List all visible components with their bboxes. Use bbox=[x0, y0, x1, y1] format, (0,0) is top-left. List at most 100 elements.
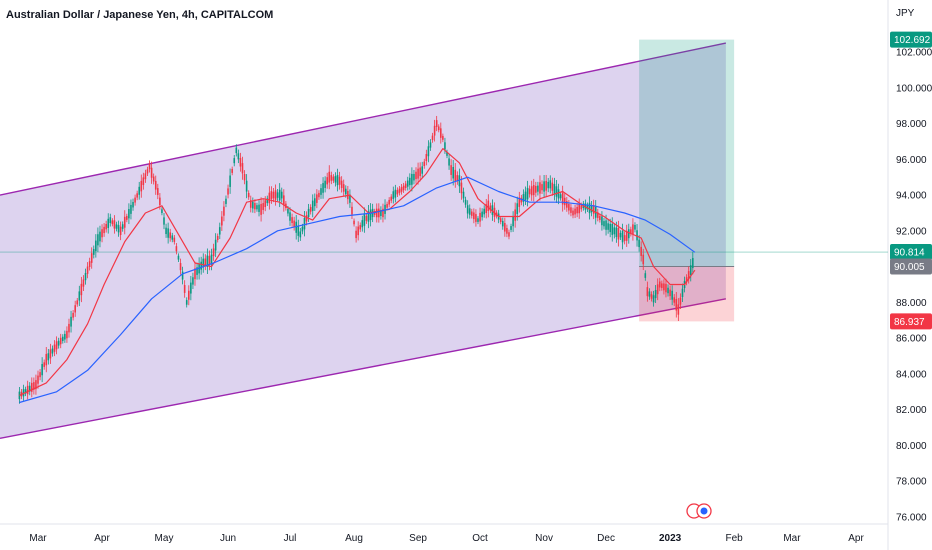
x-tick-label: Dec bbox=[597, 533, 615, 544]
price-candle-body bbox=[687, 271, 690, 279]
price-candle-body bbox=[363, 214, 366, 226]
price-candle-body bbox=[656, 284, 659, 295]
price-candle-body bbox=[411, 173, 413, 185]
channel-upper-line[interactable] bbox=[0, 42, 727, 196]
price-candle-body bbox=[235, 147, 238, 154]
price-candle-body bbox=[330, 175, 333, 181]
price-candle-body bbox=[648, 291, 651, 297]
price-candle-body bbox=[262, 203, 264, 210]
x-tick-label: Sep bbox=[409, 533, 427, 544]
price-candle-body bbox=[621, 230, 624, 243]
price-candle-body bbox=[55, 341, 58, 350]
price-candle-body bbox=[154, 180, 157, 190]
price-candle-body bbox=[150, 167, 153, 178]
price-candle-body bbox=[642, 254, 645, 265]
price-candle-body bbox=[671, 290, 673, 300]
price-candle-body bbox=[378, 208, 380, 218]
ma-slow-line bbox=[19, 176, 696, 404]
price-candle-body bbox=[692, 258, 694, 269]
price-candle-body bbox=[165, 227, 167, 235]
price-candle-body bbox=[501, 220, 504, 227]
price-candle-body bbox=[404, 183, 407, 188]
price-candle-body bbox=[580, 205, 583, 210]
channel-lower-line[interactable] bbox=[0, 298, 726, 439]
price-candle-body bbox=[111, 220, 114, 225]
price-candle-body bbox=[369, 209, 372, 220]
price-candle-body bbox=[605, 220, 607, 230]
price-candle-body bbox=[35, 380, 37, 390]
price-candle-body bbox=[169, 232, 172, 239]
price-candle-body bbox=[499, 218, 502, 222]
price-candle-body bbox=[134, 197, 136, 203]
price-candle-body bbox=[142, 177, 145, 186]
price-candle-body bbox=[627, 229, 630, 239]
price-candle-body bbox=[487, 200, 490, 212]
price-candle-body bbox=[652, 295, 655, 303]
price-candle-body bbox=[328, 171, 331, 183]
price-candle-body bbox=[117, 225, 120, 233]
price-candle-body bbox=[126, 216, 128, 220]
price-candle-body bbox=[266, 198, 269, 204]
price-candle-body bbox=[309, 207, 312, 212]
channel-fill bbox=[0, 43, 726, 439]
price-candle-body bbox=[665, 283, 667, 293]
price-candle-body bbox=[489, 205, 492, 211]
price-candle-body bbox=[74, 305, 76, 313]
price-candle-body bbox=[417, 168, 419, 179]
price-candle-body bbox=[185, 300, 188, 305]
price-candle-body bbox=[218, 227, 221, 235]
price-candle-body bbox=[293, 220, 295, 227]
price-candle-body bbox=[45, 353, 48, 366]
price-candle-body bbox=[375, 208, 378, 218]
price-candle-body bbox=[454, 169, 457, 181]
price-candle-body bbox=[316, 194, 318, 203]
price-candle-body bbox=[24, 389, 27, 394]
price-candle-body bbox=[640, 246, 642, 256]
price-candle-body bbox=[157, 188, 159, 195]
price-candle-body bbox=[204, 258, 207, 266]
price-candle-body bbox=[603, 221, 605, 227]
price-candle-body bbox=[247, 192, 250, 198]
position-profit-zone[interactable] bbox=[639, 39, 735, 267]
price-candle-body bbox=[31, 382, 33, 392]
price-candle-body bbox=[123, 216, 126, 228]
y-tick-label: 76.000 bbox=[896, 513, 927, 524]
price-candle-body bbox=[541, 184, 543, 191]
price-candle-body bbox=[685, 277, 688, 283]
price-badge-label: 86.937 bbox=[894, 317, 925, 328]
price-candle-body bbox=[382, 208, 384, 218]
price-candle-body bbox=[66, 330, 68, 339]
price-candle-body bbox=[437, 126, 440, 131]
price-candle-body bbox=[518, 197, 521, 207]
y-tick-label: 92.000 bbox=[896, 226, 927, 237]
price-candle-body bbox=[200, 261, 202, 270]
price-candle-body bbox=[528, 188, 531, 195]
price-candle-body bbox=[596, 212, 599, 218]
price-candle-body bbox=[311, 200, 314, 211]
price-candle-body bbox=[216, 235, 219, 241]
price-candle-body bbox=[588, 202, 591, 214]
price-candle-body bbox=[26, 385, 29, 395]
price-candle-body bbox=[140, 180, 143, 192]
price-candle-body bbox=[491, 205, 494, 215]
price-candle-body bbox=[481, 211, 483, 218]
price-candle-body bbox=[268, 192, 271, 204]
price-candle-body bbox=[460, 182, 463, 194]
price-candle-body bbox=[51, 348, 54, 354]
x-tick-label: Oct bbox=[472, 533, 488, 544]
price-candle-body bbox=[39, 372, 41, 378]
price-candle-body bbox=[212, 248, 215, 257]
price-candle-body bbox=[105, 224, 107, 230]
price-candle-body bbox=[231, 168, 233, 173]
price-candle-body bbox=[68, 323, 70, 333]
price-candle-body bbox=[398, 188, 401, 193]
price-candle-body bbox=[535, 185, 537, 193]
price-candle-body bbox=[394, 189, 397, 198]
price-candle-body bbox=[442, 135, 444, 140]
price-candle-body bbox=[367, 211, 370, 222]
price-candle-body bbox=[194, 268, 196, 280]
price-candle-body bbox=[59, 337, 62, 345]
price-candle-body bbox=[130, 204, 132, 214]
price-candle-body bbox=[555, 186, 558, 197]
